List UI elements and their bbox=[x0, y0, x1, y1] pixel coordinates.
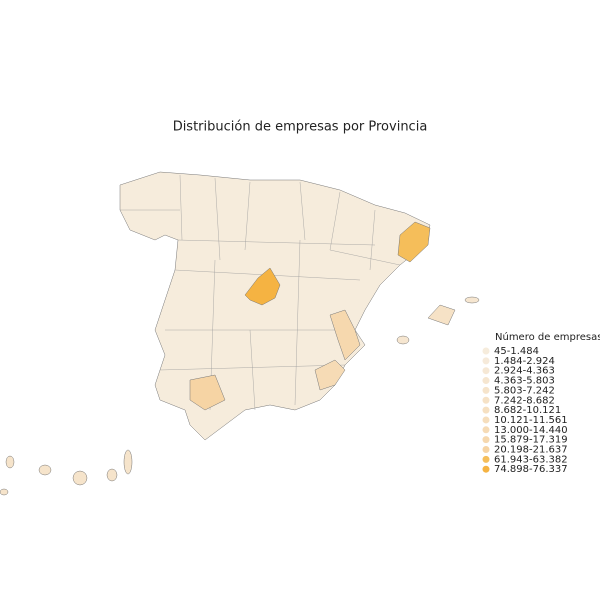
legend-label: 15.879-17.319 bbox=[494, 435, 568, 446]
legend-swatch bbox=[482, 416, 490, 424]
sevilla bbox=[189, 374, 226, 411]
canary-island bbox=[72, 470, 88, 486]
legend-swatch bbox=[482, 446, 490, 453]
legend-label: 20.198-21.637 bbox=[494, 445, 568, 456]
madrid bbox=[244, 267, 281, 306]
legend-swatch bbox=[482, 357, 490, 365]
menorca-east bbox=[464, 296, 480, 304]
legend-label: 13.000-14.440 bbox=[494, 425, 568, 436]
legend-label: 74.898-76.337 bbox=[494, 464, 568, 475]
legend-label: 61.943-63.382 bbox=[494, 454, 568, 465]
canary-island bbox=[123, 449, 133, 475]
canary-island bbox=[38, 464, 52, 476]
legend-label: 7.242-8.682 bbox=[494, 395, 555, 406]
valencia bbox=[329, 309, 361, 361]
legend-label: 2.924-4.363 bbox=[494, 366, 555, 377]
canary-island bbox=[5, 455, 15, 469]
canary-island bbox=[106, 468, 118, 482]
legend-title: Número de empresas bbox=[495, 331, 600, 343]
legend-swatch bbox=[482, 465, 490, 473]
legend-swatch bbox=[482, 436, 490, 444]
legend-label: 8.682-10.121 bbox=[494, 405, 561, 416]
legend-swatch bbox=[482, 455, 490, 463]
canary-island bbox=[0, 488, 9, 496]
province-borders bbox=[120, 174, 401, 411]
legend-swatch bbox=[482, 386, 490, 394]
menorca bbox=[396, 335, 410, 345]
legend-swatch bbox=[482, 347, 490, 355]
map-title: Distribución de empresas por Provincia bbox=[173, 120, 428, 135]
alicante bbox=[314, 359, 346, 391]
mainland bbox=[119, 171, 431, 441]
legend-swatch bbox=[482, 396, 490, 404]
legend-swatch bbox=[482, 426, 490, 434]
legend-swatch bbox=[482, 406, 490, 414]
legend: 45-1.4841.484-2.9242.924-4.3634.363-5.80… bbox=[482, 346, 568, 475]
legend-label: 5.803-7.242 bbox=[494, 385, 555, 396]
legend-swatch bbox=[482, 377, 490, 385]
barcelona bbox=[397, 221, 431, 263]
legend-label: 4.363-5.803 bbox=[494, 376, 555, 387]
spain-map bbox=[0, 171, 480, 496]
legend-label: 45-1.484 bbox=[494, 346, 539, 357]
legend-label: 10.121-11.561 bbox=[494, 415, 568, 426]
baleares bbox=[427, 304, 456, 326]
legend-swatch bbox=[482, 367, 490, 375]
legend-label: 1.484-2.924 bbox=[494, 356, 555, 367]
